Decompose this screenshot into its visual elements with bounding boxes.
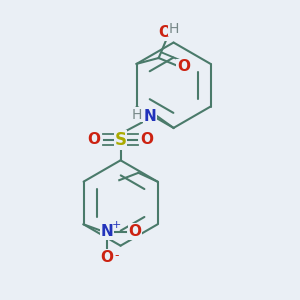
Text: +: + bbox=[111, 220, 121, 230]
Text: N: N bbox=[101, 224, 113, 239]
Text: -: - bbox=[114, 249, 119, 262]
Text: N: N bbox=[144, 109, 156, 124]
Text: O: O bbox=[177, 59, 190, 74]
Text: O: O bbox=[88, 132, 100, 147]
Text: H: H bbox=[132, 108, 142, 122]
Text: H: H bbox=[169, 22, 179, 35]
Text: O: O bbox=[141, 132, 154, 147]
Text: O: O bbox=[129, 224, 142, 239]
Text: O: O bbox=[100, 250, 114, 265]
Text: O: O bbox=[158, 26, 171, 40]
Text: S: S bbox=[115, 131, 127, 149]
